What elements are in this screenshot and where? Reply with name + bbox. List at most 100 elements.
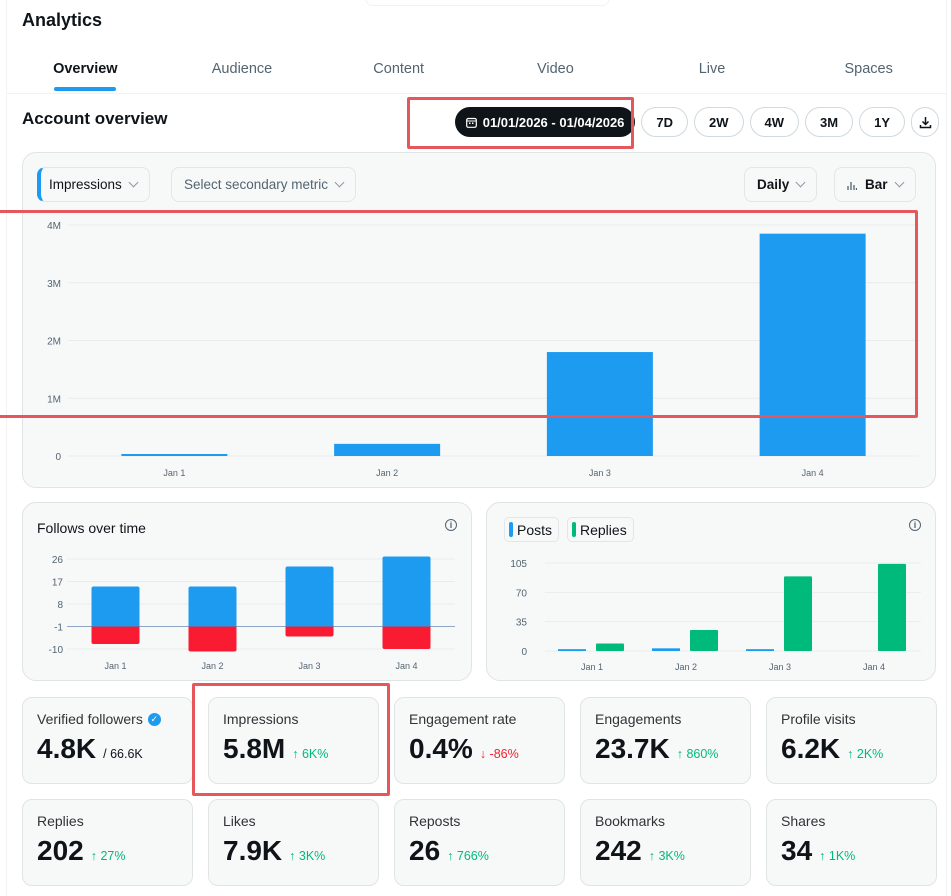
stat-card[interactable]: Verified followers ✓ 4.8K / 66.6K xyxy=(22,697,193,784)
legend-replies-label: Replies xyxy=(580,521,627,538)
legend-replies[interactable]: Replies xyxy=(567,517,634,542)
bar-chart-icon xyxy=(847,181,857,190)
stat-total: / 66.6K xyxy=(103,747,143,761)
y-tick-label: 26 xyxy=(52,555,64,566)
stat-card[interactable]: Engagements 23.7K ↑ 860% xyxy=(580,697,751,784)
tab-spaces[interactable]: Spaces xyxy=(844,61,893,77)
page-frame xyxy=(6,0,947,896)
stat-card[interactable]: Replies 202 ↑ 27% xyxy=(22,799,193,886)
stat-value: 7.9K xyxy=(223,835,283,866)
stat-value: 23.7K xyxy=(595,733,670,764)
y-tick-label: -10 xyxy=(49,645,64,656)
posts-bar xyxy=(652,648,680,651)
page-title: Analytics xyxy=(22,10,103,30)
y-tick-label: 35 xyxy=(516,618,528,629)
stat-card[interactable]: Shares 34 ↑ 1K% xyxy=(766,799,937,886)
x-tick-label: Jan 3 xyxy=(589,468,611,478)
chart-type-select[interactable]: Bar xyxy=(834,167,916,202)
impressions-bar xyxy=(121,454,228,456)
stat-change: ↑ 766% xyxy=(447,849,489,863)
date-range-label: 01/01/2026 - 01/04/2026 xyxy=(482,114,625,130)
stat-value: 242 xyxy=(595,835,642,866)
x-tick-label: Jan 1 xyxy=(104,661,126,671)
follows-bar xyxy=(285,566,334,627)
download-button[interactable] xyxy=(911,107,939,137)
range-4w-button[interactable]: 4W xyxy=(749,107,800,137)
replies-bar xyxy=(878,563,906,651)
stat-card[interactable]: Impressions 5.8M ↑ 6K% xyxy=(208,697,379,784)
stat-change: ↑ 1K% xyxy=(819,849,856,863)
date-range-button[interactable]: 01/01/2026 - 01/04/2026 xyxy=(454,107,636,137)
y-tick-label: 8 xyxy=(57,600,63,611)
stat-label: Impressions xyxy=(223,711,299,727)
chart-type-label: Bar xyxy=(865,177,888,192)
tab-audience[interactable]: Audience xyxy=(211,61,273,77)
tab-content[interactable]: Content xyxy=(373,61,425,77)
stat-value: 34 xyxy=(781,835,813,866)
impressions-bar xyxy=(546,352,653,456)
range-3m-button[interactable]: 3M xyxy=(805,107,854,137)
range-7d-button[interactable]: 7D xyxy=(641,107,689,137)
replies-swatch xyxy=(572,522,576,537)
follows-chart-title: Follows over time xyxy=(37,520,146,536)
tab-overview[interactable]: Overview xyxy=(7,52,164,93)
posts-replies-chart-card: Posts Replies i 0 35 70 105 Jan 1 Jan 2 Jan 3 J… xyxy=(486,502,936,681)
download-icon xyxy=(919,116,931,128)
y-tick-label: 1M xyxy=(47,394,61,405)
x-tick-label: Jan 3 xyxy=(769,662,791,672)
stat-change: ↑ 3K% xyxy=(289,849,326,863)
x-tick-label: Jan 1 xyxy=(581,662,603,672)
x-tick-label: Jan 1 xyxy=(163,468,185,478)
tab-video[interactable]: Video xyxy=(536,61,574,77)
stat-value: 5.8M xyxy=(223,733,286,764)
follows-bar xyxy=(91,586,140,627)
primary-metric-select[interactable]: Impressions xyxy=(37,167,150,202)
stat-label: Engagements xyxy=(595,711,682,727)
stat-card[interactable]: Bookmarks 242 ↑ 3K% xyxy=(580,799,751,886)
stat-label: Reposts xyxy=(409,813,461,829)
unfollows-bar xyxy=(188,626,237,652)
y-tick-label: 4M xyxy=(47,221,61,232)
stat-label: Likes xyxy=(223,813,256,829)
y-tick-label: -1 xyxy=(54,623,63,634)
unfollows-bar xyxy=(382,626,431,649)
follows-chart: -10 -1 8 17 26 Jan 1 Jan 2 Jan 3 Jan 4 xyxy=(49,555,455,671)
tab-live[interactable]: Live xyxy=(698,61,726,77)
posts-bar xyxy=(558,649,586,651)
info-icon[interactable]: i xyxy=(909,519,921,531)
follows-bar xyxy=(188,586,237,627)
stat-card[interactable]: Engagement rate 0.4% ↓ -86% xyxy=(394,697,565,784)
stat-label: Replies xyxy=(37,813,84,829)
range-2w-button[interactable]: 2W xyxy=(694,107,744,137)
stat-label: Profile visits xyxy=(781,711,856,727)
stat-label: Engagement rate xyxy=(409,711,517,727)
main-chart-card: Impressions Select secondary metric Dail… xyxy=(22,152,936,488)
stat-change: ↑ 27% xyxy=(90,849,126,863)
legend-posts[interactable]: Posts xyxy=(504,517,560,542)
secondary-metric-select[interactable]: Select secondary metric xyxy=(171,167,357,202)
stat-label: Bookmarks xyxy=(595,813,666,829)
legend-posts-label: Posts xyxy=(517,521,553,538)
posts-replies-chart: 0 35 70 105 Jan 1 Jan 2 Jan 3 Jan 4 xyxy=(510,559,921,672)
y-tick-label: 105 xyxy=(510,559,527,570)
stat-change: ↑ 860% xyxy=(676,747,719,761)
stat-label: Verified followers ✓ xyxy=(37,711,178,727)
x-tick-label: Jan 4 xyxy=(395,661,417,671)
impressions-bar xyxy=(334,443,441,456)
interval-select[interactable]: Daily xyxy=(744,167,818,202)
stat-card[interactable]: Profile visits 6.2K ↑ 2K% xyxy=(766,697,937,784)
verified-badge-icon: ✓ xyxy=(147,712,161,726)
replies-bar xyxy=(596,643,624,651)
stat-change: ↑ 3K% xyxy=(648,849,685,863)
x-tick-label: Jan 2 xyxy=(201,661,223,671)
y-tick-label: 2M xyxy=(47,337,61,348)
calendar-icon xyxy=(465,117,477,128)
x-tick-label: Jan 2 xyxy=(376,468,398,478)
unfollows-bar xyxy=(285,626,334,637)
range-1y-button[interactable]: 1Y xyxy=(859,107,905,137)
stat-card[interactable]: Likes 7.9K ↑ 3K% xyxy=(208,799,379,886)
impressions-chart: 0 1M 2M 3M 4M Jan 1 Jan 2 Jan 3 Jan 4 xyxy=(47,221,919,478)
x-tick-label: Jan 3 xyxy=(298,661,320,671)
info-icon[interactable]: i xyxy=(445,519,457,531)
stat-card[interactable]: Reposts 26 ↑ 766% xyxy=(394,799,565,886)
